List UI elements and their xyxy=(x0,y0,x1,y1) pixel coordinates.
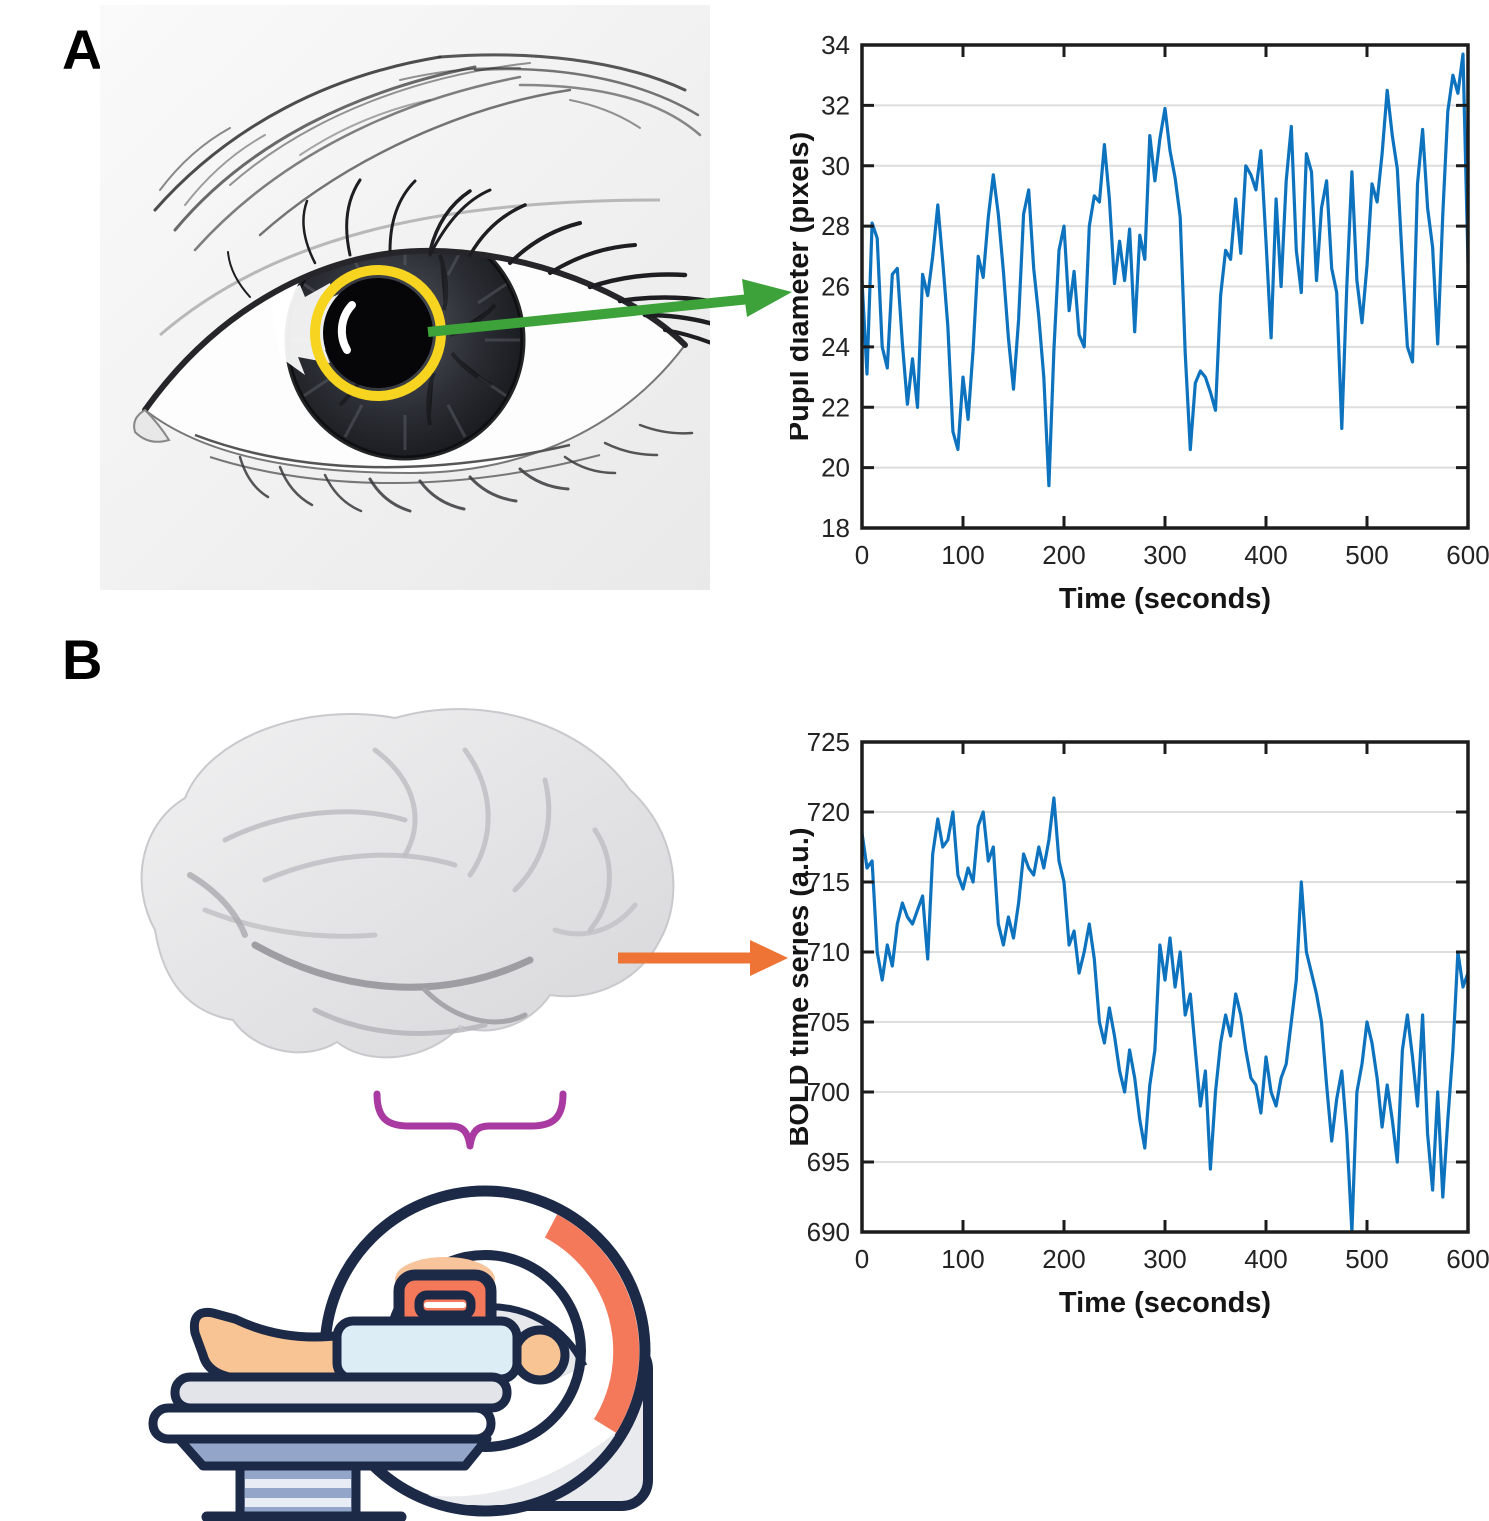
patient xyxy=(189,1307,570,1385)
svg-text:400: 400 xyxy=(1244,1244,1287,1274)
pupil-highlight xyxy=(337,301,356,354)
patient-legs xyxy=(189,1307,348,1384)
panel-b-label: B xyxy=(62,628,103,691)
svg-text:500: 500 xyxy=(1345,1244,1388,1274)
mri-scanner-icon xyxy=(148,1185,653,1521)
scanner-ring-accent xyxy=(544,1214,640,1433)
svg-text:Time (seconds): Time (seconds) xyxy=(1059,1287,1271,1319)
bore-shading xyxy=(350,1433,615,1505)
bold-time-series-chart: 0 100 200 300 400 500 600 690 695 700 705 710 715 720… xyxy=(790,727,1489,1319)
svg-text:710: 710 xyxy=(807,937,850,967)
svg-text:400: 400 xyxy=(1244,540,1287,570)
svg-text:705: 705 xyxy=(807,1007,850,1037)
svg-text:500: 500 xyxy=(1345,540,1388,570)
svg-text:20: 20 xyxy=(821,453,850,483)
svg-text:18: 18 xyxy=(821,513,850,543)
scanner-table xyxy=(148,1372,512,1521)
brain-illustration xyxy=(140,708,675,1059)
tear-duct xyxy=(133,408,171,443)
lower-eyelid-edge xyxy=(209,454,601,484)
svg-text:100: 100 xyxy=(941,540,984,570)
green-arrow-icon xyxy=(427,279,792,337)
eyebrow-sketch xyxy=(153,53,702,252)
svg-text:28: 28 xyxy=(821,211,850,241)
svg-text:BOLD time series (a.u.): BOLD time series (a.u.) xyxy=(790,827,815,1146)
svg-text:22: 22 xyxy=(821,392,850,422)
svg-text:695: 695 xyxy=(807,1147,850,1177)
svg-text:24: 24 xyxy=(821,332,850,362)
lower-lashes xyxy=(238,423,694,513)
patient-head xyxy=(510,1325,570,1385)
brace-icon xyxy=(373,1090,567,1150)
svg-text:715: 715 xyxy=(807,867,850,897)
svg-text:200: 200 xyxy=(1042,540,1085,570)
panel-a-label: A xyxy=(62,18,103,81)
svg-text:600: 600 xyxy=(1446,540,1489,570)
svg-text:690: 690 xyxy=(807,1217,850,1247)
svg-text:700: 700 xyxy=(807,1077,850,1107)
upper-lashes xyxy=(227,178,710,345)
eye-illustration xyxy=(100,5,710,590)
svg-text:0: 0 xyxy=(855,540,869,570)
svg-text:26: 26 xyxy=(821,272,850,302)
lower-eyelid-line xyxy=(194,433,571,469)
pupil-diameter-chart: 0 100 200 300 400 500 600 18 20 22 24 26 28 30 32 34 Tim… xyxy=(790,30,1489,615)
svg-text:34: 34 xyxy=(821,30,850,60)
svg-text:300: 300 xyxy=(1143,1244,1186,1274)
svg-text:200: 200 xyxy=(1042,1244,1085,1274)
brain-sulci xyxy=(187,747,638,1036)
svg-text:300: 300 xyxy=(1143,540,1186,570)
svg-text:30: 30 xyxy=(821,151,850,181)
eyelid-crease-line xyxy=(159,198,661,337)
svg-text:600: 600 xyxy=(1446,1244,1489,1274)
brain-outline xyxy=(140,708,675,1059)
svg-text:Time (seconds): Time (seconds) xyxy=(1059,583,1271,615)
svg-text:Pupil diameter (pixels): Pupil diameter (pixels) xyxy=(790,132,815,441)
svg-text:0: 0 xyxy=(855,1244,869,1274)
svg-text:720: 720 xyxy=(807,797,850,827)
patient-blanket xyxy=(332,1316,522,1384)
svg-text:32: 32 xyxy=(821,90,850,120)
svg-text:725: 725 xyxy=(807,727,850,757)
svg-text:100: 100 xyxy=(941,1244,984,1274)
orange-arrow-icon xyxy=(618,940,788,976)
